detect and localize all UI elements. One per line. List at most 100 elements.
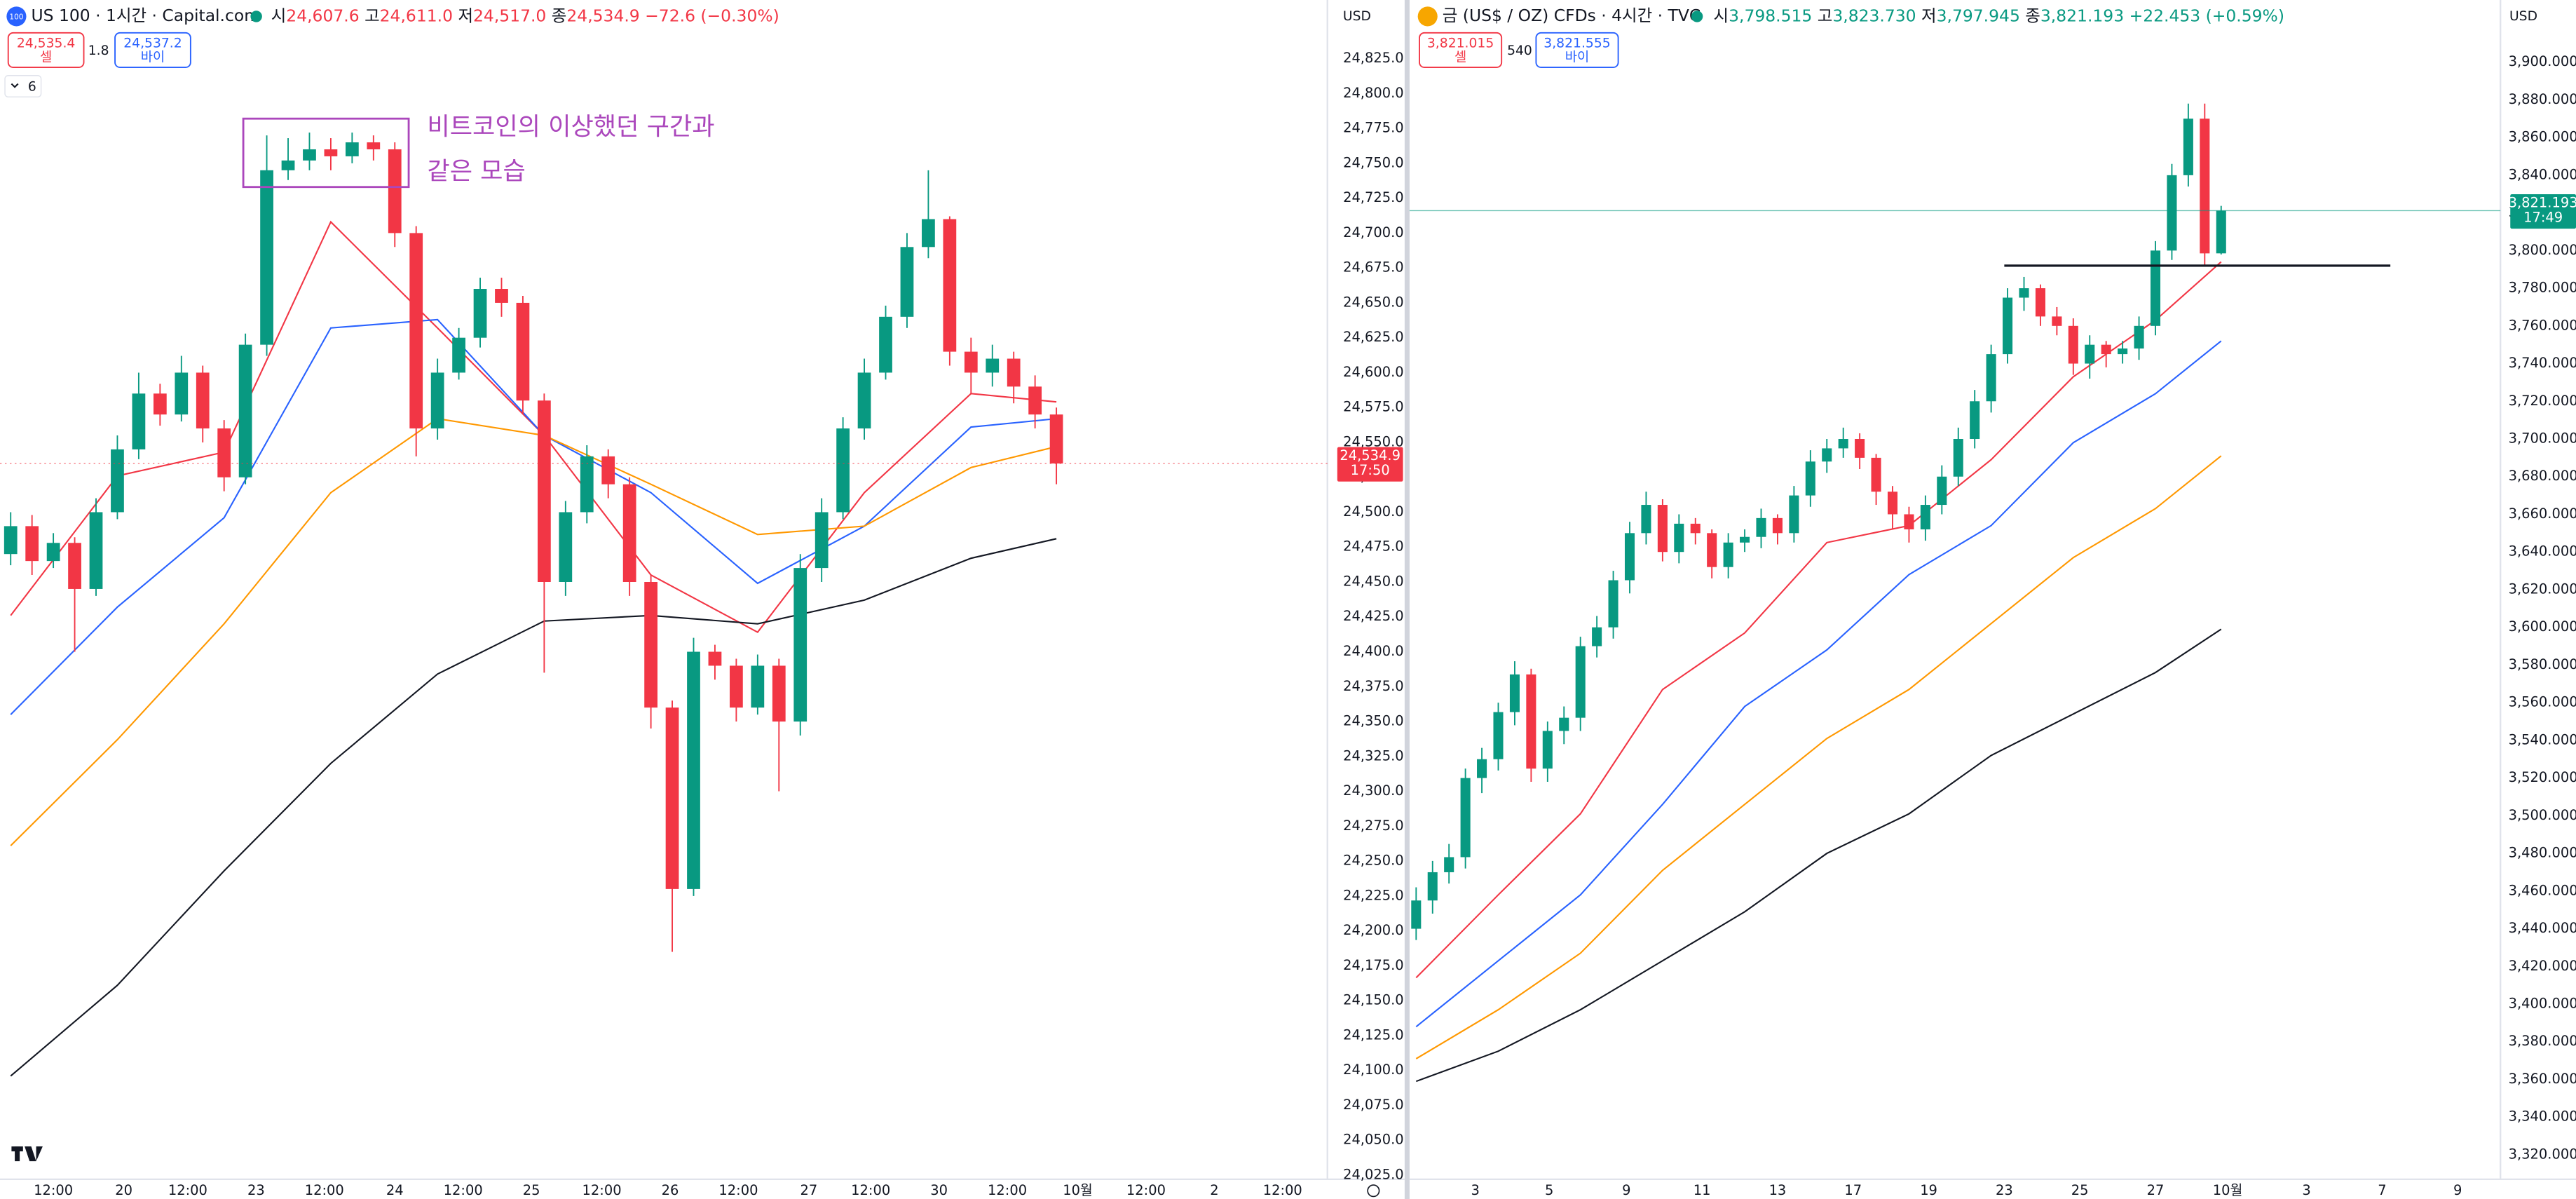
candle-body [1772,517,1783,534]
y-tick-label: 3,780.000 [2509,280,2576,296]
ohlc-value: 24,517.0 [473,6,546,25]
candle-body [1493,712,1504,759]
moving-average [1415,455,2222,1059]
y-tick-label: 3,900.000 [2509,53,2576,69]
candle-body [430,372,444,429]
buy-label: 바이 [1565,50,1589,65]
y-tick-label: 24,050.0 [1343,1132,1404,1148]
ohlc-label: 종 [552,6,567,25]
y-tick-label: 3,720.000 [2509,393,2576,409]
ohlc-value: 3,823.730 [1832,6,1916,25]
candle-body [2085,344,2095,364]
candle-body [1049,414,1063,464]
y-tick-label: 24,275.0 [1343,818,1404,834]
candle-body [2150,250,2161,326]
y-tick-label: 24,700.0 [1343,224,1404,241]
x-tick-label: 12:00 [1263,1182,1302,1198]
candle-body [1970,401,1980,440]
currency[interactable]: USD [1343,9,1371,24]
ohlc-label: 저 [1921,6,1937,25]
candle-body [1411,900,1422,929]
y-tick-label: 24,175.0 [1343,957,1404,973]
y-tick-label: 24,100.0 [1343,1062,1404,1078]
x-tick-label: 12:00 [168,1182,207,1198]
candle-body [986,358,1000,373]
candle-body [857,372,871,429]
candle-body [111,449,124,513]
candle-body [175,372,189,415]
sell-button[interactable] [7,32,85,68]
candle-body [1509,674,1520,712]
indicator-toggle[interactable] [4,75,42,97]
candle-body [1953,439,1963,477]
candle-body [4,526,18,555]
x-tick-label: 12:00 [305,1182,344,1198]
buy-button[interactable] [114,32,191,68]
candle-body [793,568,807,722]
last-price-box [1337,447,1403,482]
ohlc-value: 3,821.193 [2040,6,2124,25]
x-tick-label: 19 [1920,1182,1937,1198]
candle-body [687,651,700,889]
candle-body [2019,288,2029,298]
sell-button[interactable] [1419,32,1503,68]
candle-body [1822,448,1832,462]
last-price-time: 17:50 [1351,462,1390,478]
y-tick-label: 3,760.000 [2509,317,2576,333]
candle-body [1444,857,1454,872]
y-tick-label: 3,400.000 [2509,996,2576,1012]
candle-body [2167,175,2177,251]
candle-body [1740,536,1750,543]
candle-body [452,337,465,373]
y-tick-label: 24,500.0 [1343,503,1404,520]
candle-body [943,219,957,352]
y-tick-label: 24,225.0 [1343,887,1404,903]
y-tick-label: 24,250.0 [1343,853,1404,869]
candle-body [473,289,487,338]
y-tick-label: 3,540.000 [2509,731,2576,747]
buy-button[interactable] [1535,32,1619,68]
candle-body [1789,495,1799,534]
y-tick-label: 24,575.0 [1343,399,1404,415]
x-tick-label: 12:00 [582,1182,622,1198]
y-tick-label: 24,150.0 [1343,992,1404,1008]
annotation-text[interactable]: 비트코인의 이상했던 구간과 [427,113,714,142]
y-tick-label: 24,350.0 [1343,713,1404,729]
ohlc-label: 시 [1714,6,1729,25]
candle-body [324,149,338,156]
chart-title[interactable]: US 100 · 1시간 · Capital.com [32,6,261,25]
x-tick-label: 10월 [2213,1182,2243,1198]
candle-body [388,149,402,233]
candle-body [1526,674,1536,769]
buy-label: 바이 [141,50,165,65]
change: +22.453 (+0.59%) [2129,6,2284,25]
candle-body [772,665,786,722]
settings-icon[interactable] [1367,1184,1380,1198]
candle-body [1477,759,1487,778]
buy-price: 3,821.555 [1543,36,1610,51]
plot-layer: 24,825.0 24,800.0 24,775.0 24,750.0 24,725.0… [0,50,2576,1198]
symbol-badge: 100 [9,13,23,22]
y-tick-label: 3,460.000 [2509,882,2576,898]
candle-body [238,344,252,477]
last-price-label: 24,534.9 [1340,447,1401,463]
ohlc-label: 시 [271,6,287,25]
x-tick-label: 5 [1545,1182,1553,1198]
y-tick-label: 3,740.000 [2509,355,2576,371]
candle-body [559,512,573,582]
chart-title[interactable]: 금 (US$ / OZ) CFDs · 4시간 · TVC [1443,6,1701,25]
currency[interactable]: USD [2509,9,2537,24]
annotation-text[interactable]: 같은 모습 [427,157,525,186]
spread: 540 [1507,43,1532,58]
y-tick-label: 3,480.000 [2509,845,2576,861]
candle-body [1887,492,1898,515]
y-tick-label: 24,650.0 [1343,294,1404,310]
y-tick-label: 24,075.0 [1343,1097,1404,1113]
candle-body [644,581,657,708]
y-tick-label: 24,625.0 [1343,329,1404,345]
candle-body [217,428,231,477]
buy-price: 24,537.2 [123,36,182,51]
sell-price: 24,535.4 [17,36,75,51]
candle-body [46,543,60,562]
